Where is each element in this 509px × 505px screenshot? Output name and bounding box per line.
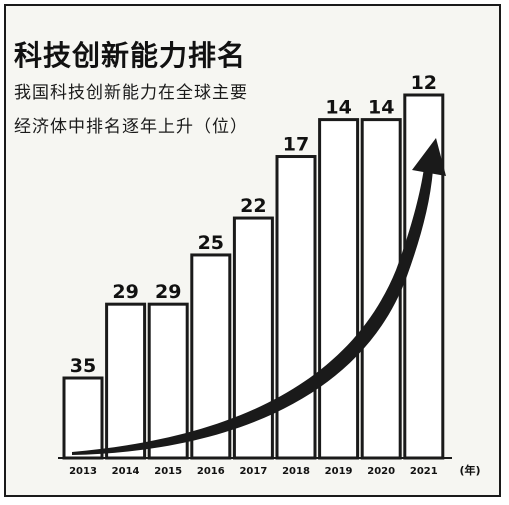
x-tick-label-2014: 2014 xyxy=(112,466,140,477)
x-tick-label-2021: 2021 xyxy=(410,466,438,477)
x-axis-unit-label: (年) xyxy=(459,463,480,477)
trend-arrow-head xyxy=(412,138,446,176)
chart-title: 科技创新能力排名 xyxy=(14,39,247,72)
bar-2013 xyxy=(62,376,104,460)
x-tick-label-2013: 2013 xyxy=(69,466,97,477)
data-label-2021: 12 xyxy=(411,72,437,94)
x-tick-label-2018: 2018 xyxy=(282,466,310,477)
x-tick-label-2017: 2017 xyxy=(239,466,267,477)
chart-subtitle-line-1: 我国科技创新能力在全球主要 xyxy=(14,83,248,103)
chart-subtitle-line-2: 经济体中排名逐年上升（位） xyxy=(14,117,248,137)
data-label-2017: 22 xyxy=(240,195,266,217)
x-tick-label-2020: 2020 xyxy=(367,466,395,477)
bar-2014 xyxy=(105,302,147,460)
bar-2018 xyxy=(275,155,317,460)
data-label-2018: 17 xyxy=(283,134,309,156)
x-tick-label-2019: 2019 xyxy=(325,466,353,477)
bar-2019 xyxy=(318,118,360,460)
bar-2015 xyxy=(147,302,189,460)
data-label-2016: 25 xyxy=(198,232,224,254)
data-label-2015: 29 xyxy=(155,281,181,303)
data-label-2020: 14 xyxy=(368,97,394,119)
data-label-2014: 29 xyxy=(112,281,138,303)
data-label-2013: 35 xyxy=(70,355,96,377)
x-tick-label-2015: 2015 xyxy=(154,466,182,477)
data-label-2019: 14 xyxy=(325,97,351,119)
x-tick-label-2016: 2016 xyxy=(197,466,225,477)
